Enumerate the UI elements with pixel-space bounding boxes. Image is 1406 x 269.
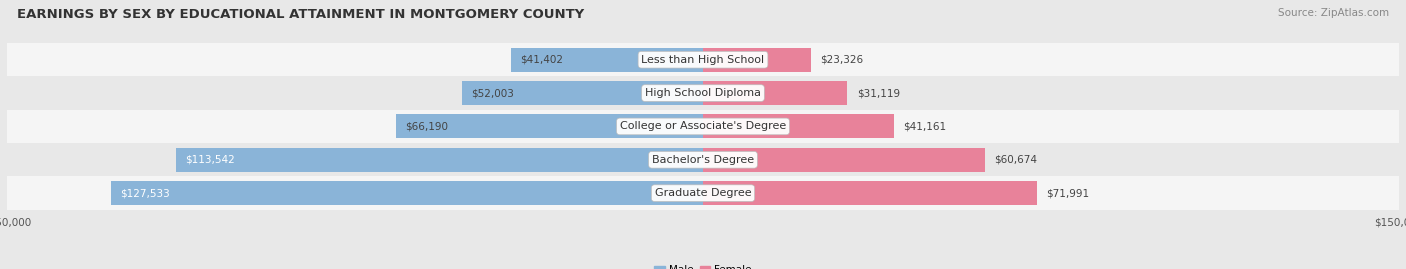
- Bar: [461, 81, 703, 105]
- Bar: [176, 148, 703, 172]
- Text: $31,119: $31,119: [856, 88, 900, 98]
- Bar: [703, 114, 894, 139]
- Text: College or Associate's Degree: College or Associate's Degree: [620, 121, 786, 132]
- Text: $41,402: $41,402: [520, 55, 564, 65]
- Text: $127,533: $127,533: [121, 188, 170, 198]
- Text: $66,190: $66,190: [405, 121, 449, 132]
- Text: $41,161: $41,161: [903, 121, 946, 132]
- Text: $52,003: $52,003: [471, 88, 513, 98]
- Text: $113,542: $113,542: [186, 155, 235, 165]
- Bar: [703, 181, 1038, 205]
- Text: Source: ZipAtlas.com: Source: ZipAtlas.com: [1278, 8, 1389, 18]
- Bar: [703, 48, 811, 72]
- Text: Graduate Degree: Graduate Degree: [655, 188, 751, 198]
- Bar: [703, 81, 848, 105]
- Text: Bachelor's Degree: Bachelor's Degree: [652, 155, 754, 165]
- Text: $60,674: $60,674: [994, 155, 1036, 165]
- Bar: [7, 76, 1399, 110]
- Bar: [396, 114, 703, 139]
- Text: Less than High School: Less than High School: [641, 55, 765, 65]
- Text: High School Diploma: High School Diploma: [645, 88, 761, 98]
- Text: $71,991: $71,991: [1046, 188, 1090, 198]
- Legend: Male, Female: Male, Female: [650, 261, 756, 269]
- Bar: [111, 181, 703, 205]
- Bar: [510, 48, 703, 72]
- Bar: [703, 148, 984, 172]
- Text: EARNINGS BY SEX BY EDUCATIONAL ATTAINMENT IN MONTGOMERY COUNTY: EARNINGS BY SEX BY EDUCATIONAL ATTAINMEN…: [17, 8, 583, 21]
- Bar: [7, 110, 1399, 143]
- Bar: [7, 43, 1399, 76]
- Bar: [7, 143, 1399, 176]
- Bar: [7, 176, 1399, 210]
- Text: $23,326: $23,326: [821, 55, 863, 65]
